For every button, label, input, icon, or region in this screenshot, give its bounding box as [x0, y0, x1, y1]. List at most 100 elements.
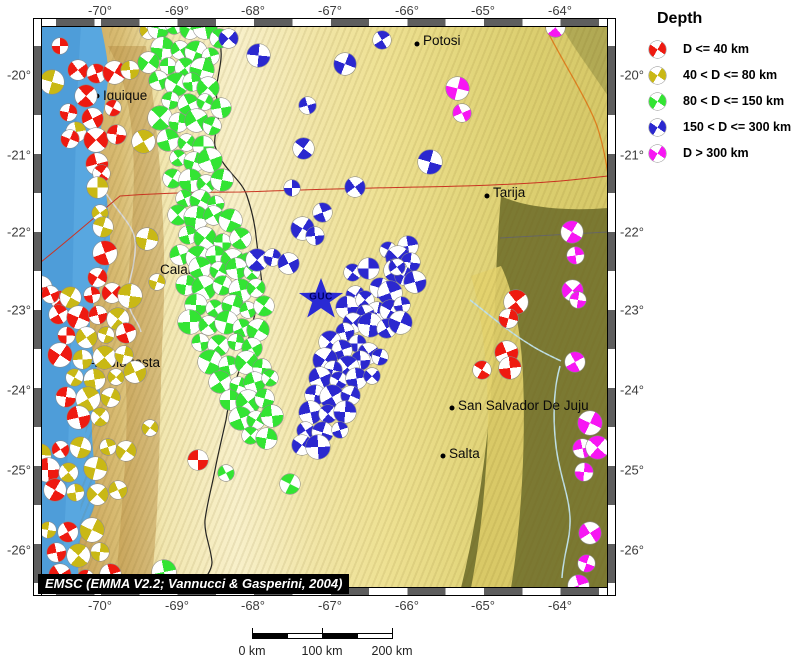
beachball-g[interactable] — [162, 168, 182, 188]
beachball-r[interactable] — [102, 283, 122, 303]
beachball-b[interactable] — [394, 297, 410, 313]
beachball-b[interactable] — [332, 422, 348, 438]
beachball-y[interactable] — [100, 439, 116, 455]
beachball-g[interactable] — [211, 169, 233, 191]
beachball-g[interactable] — [214, 310, 238, 334]
beachball-g[interactable] — [203, 117, 221, 135]
beachball-r[interactable] — [106, 124, 126, 144]
beachball-y[interactable] — [86, 176, 108, 198]
beachball-r[interactable] — [48, 304, 68, 324]
beachball-b[interactable] — [343, 263, 361, 281]
beachball-g[interactable] — [164, 72, 188, 96]
beachball-m[interactable] — [578, 411, 602, 435]
beachball-y[interactable] — [116, 441, 136, 461]
beachball-g[interactable] — [243, 371, 265, 393]
beachball-g[interactable] — [150, 36, 174, 60]
beachball-r[interactable] — [57, 326, 75, 344]
beachball-b[interactable] — [319, 405, 337, 423]
beachball-b[interactable] — [334, 401, 356, 423]
beachball-y[interactable] — [118, 284, 142, 308]
beachball-b[interactable] — [389, 259, 405, 275]
beachball-g[interactable] — [240, 302, 256, 318]
beachball-y[interactable] — [58, 462, 78, 482]
beachball-b[interactable] — [334, 53, 356, 75]
beachball-r[interactable] — [44, 479, 66, 501]
beachball-b[interactable] — [277, 252, 299, 274]
beachball-g[interactable] — [255, 427, 277, 449]
beachball-g[interactable] — [168, 112, 188, 132]
beachball-r[interactable] — [89, 306, 107, 324]
beachball-g[interactable] — [168, 205, 188, 225]
beachball-y[interactable] — [149, 274, 165, 290]
beachball-g[interactable] — [148, 106, 172, 130]
beachball-g[interactable] — [166, 26, 182, 34]
beachball-y[interactable] — [136, 228, 158, 250]
beachball-r[interactable] — [66, 405, 90, 429]
beachball-m[interactable] — [561, 221, 583, 243]
beachball-b[interactable] — [284, 180, 300, 196]
beachball-b[interactable] — [292, 137, 314, 159]
beachball-b[interactable] — [246, 43, 270, 67]
beachball-b[interactable] — [372, 349, 388, 365]
beachball-m[interactable] — [585, 435, 608, 459]
beachball-g[interactable] — [184, 108, 208, 132]
beachball-b[interactable] — [357, 257, 379, 279]
beachball-g[interactable] — [161, 91, 179, 109]
beachball-r[interactable] — [48, 343, 72, 367]
beachball-r[interactable] — [116, 323, 136, 343]
beachball-m[interactable] — [453, 104, 471, 122]
beachball-b[interactable] — [364, 368, 380, 384]
beachball-g[interactable] — [178, 310, 202, 334]
beachball-g[interactable] — [191, 333, 209, 351]
beachball-r[interactable] — [66, 305, 90, 329]
beachball-y[interactable] — [91, 408, 109, 426]
beachball-g[interactable] — [280, 474, 300, 494]
beachball-r[interactable] — [52, 38, 68, 54]
beachball-y[interactable] — [83, 456, 107, 480]
beachball-b[interactable] — [296, 421, 314, 439]
beachball-y[interactable] — [65, 368, 83, 386]
beachball-b[interactable] — [306, 435, 330, 459]
beachball-g[interactable] — [225, 257, 247, 279]
beachball-y[interactable] — [86, 483, 108, 505]
beachball-g[interactable] — [241, 426, 259, 444]
beachball-g[interactable] — [148, 70, 168, 90]
beachball-b[interactable] — [246, 249, 268, 271]
beachball-g[interactable] — [175, 189, 193, 207]
beachball-m[interactable] — [570, 292, 586, 308]
beachball-g[interactable] — [189, 257, 211, 279]
map-canvas[interactable]: GUCIquiquePotosiCalamaAntofagastaTarijaS… — [41, 26, 608, 588]
beachball-g[interactable] — [212, 275, 232, 295]
beachball-y[interactable] — [59, 286, 81, 308]
beachball-r[interactable] — [61, 130, 79, 148]
beachball-m[interactable] — [566, 246, 584, 264]
beachball-g[interactable] — [189, 189, 211, 211]
beachball-m[interactable] — [567, 574, 589, 588]
beachball-r[interactable] — [68, 60, 88, 80]
beachball-g[interactable] — [179, 226, 197, 244]
beachball-g[interactable] — [198, 350, 222, 374]
beachball-y[interactable] — [93, 217, 113, 237]
beachball-g[interactable] — [262, 370, 278, 386]
beachball-y[interactable] — [121, 61, 139, 79]
beachball-r[interactable] — [93, 241, 117, 265]
beachball-g[interactable] — [157, 129, 179, 151]
beachball-g[interactable] — [176, 275, 196, 295]
beachball-b[interactable] — [345, 177, 365, 197]
beachball-r[interactable] — [498, 308, 518, 328]
beachball-y[interactable] — [142, 420, 158, 436]
beachball-g[interactable] — [247, 279, 265, 297]
beachball-g[interactable] — [203, 205, 223, 225]
beachball-y[interactable] — [98, 327, 114, 343]
beachball-g[interactable] — [218, 465, 234, 481]
beachball-b[interactable] — [418, 150, 442, 174]
beachball-y[interactable] — [115, 346, 133, 364]
beachball-y[interactable] — [124, 361, 146, 383]
beachball-y[interactable] — [41, 522, 56, 538]
beachball-g[interactable] — [221, 294, 243, 316]
beachball-r[interactable] — [87, 267, 107, 287]
beachball-g[interactable] — [198, 148, 222, 172]
beachball-g[interactable] — [228, 334, 244, 350]
beachball-b[interactable] — [345, 367, 367, 389]
beachball-g[interactable] — [218, 208, 242, 232]
